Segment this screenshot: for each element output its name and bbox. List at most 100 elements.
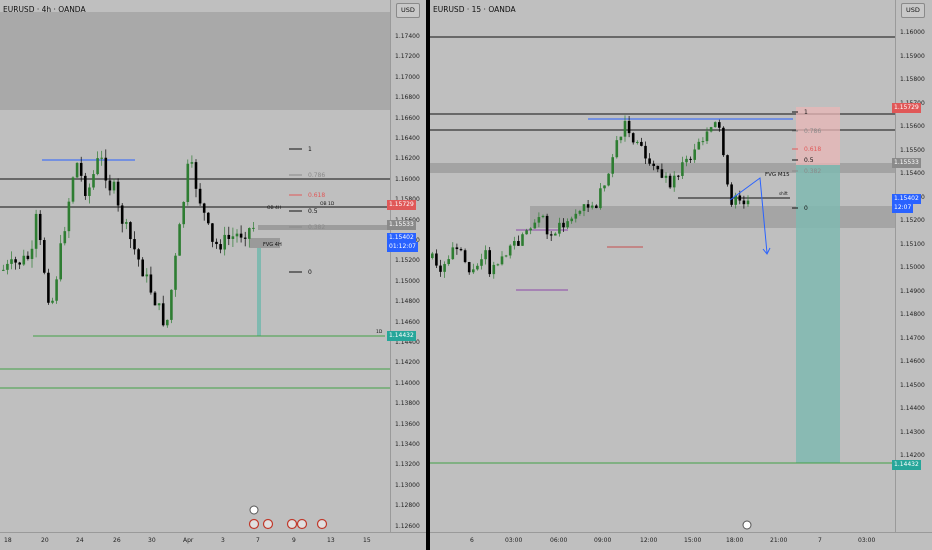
candle-body	[219, 244, 222, 250]
time-tick-label: Apr	[183, 537, 194, 544]
time-tick-label: 18	[4, 537, 12, 544]
chart-pane-15m[interactable]: 1 0.786 0.618 0.5 0.382 0 FVG M15 shift EURUSD …	[430, 0, 932, 550]
candle-body	[207, 212, 210, 224]
price-tick-label: 1.15800	[395, 196, 420, 203]
candle-body	[463, 250, 467, 263]
candle-body	[513, 241, 516, 246]
price-scale[interactable]: USD 1.17400 1.17200 1.17000 1.16800 1.16600 1…	[387, 0, 426, 533]
price-tick-label: 1.15800	[900, 76, 925, 83]
fib-label: 0.786	[308, 172, 325, 179]
time-tick-label: 30	[148, 537, 156, 544]
fib-label: 0.5	[308, 208, 318, 215]
candle-body	[677, 175, 680, 177]
annotation-fvg4h: FVG 4H	[263, 242, 282, 248]
price-tick-label: 1.15500	[900, 146, 925, 154]
price-chart-4h[interactable]: 1 0.786 0.618 0.5 0.382 0 OB 4H OB 1D FVG 4H 1D	[0, 0, 391, 533]
candle-body	[435, 253, 438, 266]
candle-body	[726, 155, 729, 185]
candle-body	[190, 162, 194, 164]
economic-event-icon	[262, 518, 274, 530]
candle-body	[640, 141, 643, 146]
economic-event-icon	[296, 518, 308, 530]
candle-body	[631, 133, 635, 143]
price-chart-15m[interactable]: 1 0.786 0.618 0.5 0.382 0 FVG M15 shift	[430, 0, 896, 533]
price-tick-label: 1.14500	[900, 381, 925, 389]
candle-body	[30, 248, 34, 259]
candle-body	[75, 162, 79, 178]
price-tick-label: 1.16600	[395, 114, 420, 122]
currency-unit-button[interactable]: USD	[396, 3, 420, 18]
price-tick-label: 1.14000	[395, 379, 420, 387]
price-tick-label: 1.15400	[900, 170, 925, 177]
price-tick-label: 1.14200	[395, 359, 420, 367]
candle-body	[472, 269, 475, 273]
price-tick-label: 1.13800	[395, 400, 420, 408]
candle-body	[252, 227, 255, 229]
annotation-shift: shift	[779, 191, 788, 196]
candle-body	[500, 256, 504, 265]
candle-body	[574, 213, 578, 219]
ob-zone	[430, 163, 896, 173]
candle-body	[96, 158, 99, 175]
fib-label: 0.786	[804, 128, 821, 135]
candle-body	[166, 319, 169, 326]
price-badge-red: 1.15729	[387, 200, 416, 210]
price-tick-label: 1.16800	[395, 94, 420, 102]
time-tick-label: 06:00	[550, 537, 568, 544]
candle-body	[455, 247, 459, 250]
fib-label: 1	[308, 146, 312, 153]
candle-body	[2, 269, 5, 271]
candle-body	[595, 205, 598, 209]
pane-divider[interactable]	[426, 0, 430, 550]
time-axis[interactable]: 18 20 24 26 30 Apr 3 7 9 13 15	[0, 532, 426, 550]
time-tick-label: 12:00	[640, 537, 658, 544]
price-tick-label: 1.15900	[900, 52, 925, 60]
candle-body	[161, 303, 165, 326]
candle-body	[722, 127, 725, 156]
candle-body	[508, 245, 512, 256]
candle-body	[549, 234, 553, 236]
fib-label: 1	[804, 109, 808, 116]
annotation-ob1d: OB 1D	[320, 201, 335, 207]
time-axis[interactable]: 6 03:00 06:00 09:00 12:00 15:00 18:00 21:00 7 03:…	[430, 532, 932, 550]
fib-label: 0	[308, 269, 312, 276]
fib-label: 0.382	[804, 168, 821, 175]
candle-body	[746, 200, 750, 205]
price-scale[interactable]: USD 1.160001.159001.158001.157001.156001…	[892, 0, 932, 533]
countdown-badge: 12:07	[892, 203, 914, 213]
candle-body	[582, 204, 586, 211]
currency-unit-button[interactable]: USD	[901, 3, 925, 18]
symbol-title: EURUSD · 15 · OANDA	[433, 5, 516, 14]
price-tick-label: 1.17400	[395, 33, 420, 40]
price-badge-red: 1.15729	[892, 103, 921, 113]
annotation-1d: 1D	[376, 329, 383, 335]
candle-body	[51, 300, 54, 303]
candle-body	[129, 222, 132, 240]
price-tick-label: 1.16400	[395, 135, 420, 142]
candle-body	[26, 255, 30, 259]
candle-body	[243, 237, 247, 239]
fvg-zone	[250, 238, 280, 248]
candle-body	[153, 292, 157, 306]
candle-body	[34, 213, 38, 249]
candle-body	[586, 204, 590, 208]
price-tick-label: 1.14300	[900, 428, 925, 436]
time-tick-label: 15	[363, 537, 371, 544]
candle-body	[713, 122, 717, 128]
candle-body	[607, 173, 610, 186]
candle-body	[627, 120, 631, 134]
candle-body	[120, 205, 124, 224]
time-tick-label: 26	[113, 537, 121, 544]
price-tick-label: 1.15200	[900, 217, 925, 224]
candle-body	[116, 181, 120, 206]
candle-body	[672, 175, 676, 188]
candle-body	[447, 259, 450, 265]
candle-body	[554, 233, 557, 236]
ob-zone	[258, 225, 388, 230]
price-tick-label: 1.16000	[395, 175, 420, 183]
price-tick-label: 1.12600	[395, 522, 420, 530]
candle-body	[108, 180, 112, 191]
chart-pane-4h[interactable]: 1 0.786 0.618 0.5 0.382 0 OB 4H OB 1D FVG 4H 1D E…	[0, 0, 426, 550]
candle-body	[558, 222, 561, 234]
price-badge-gray: 1.15533	[387, 220, 416, 230]
